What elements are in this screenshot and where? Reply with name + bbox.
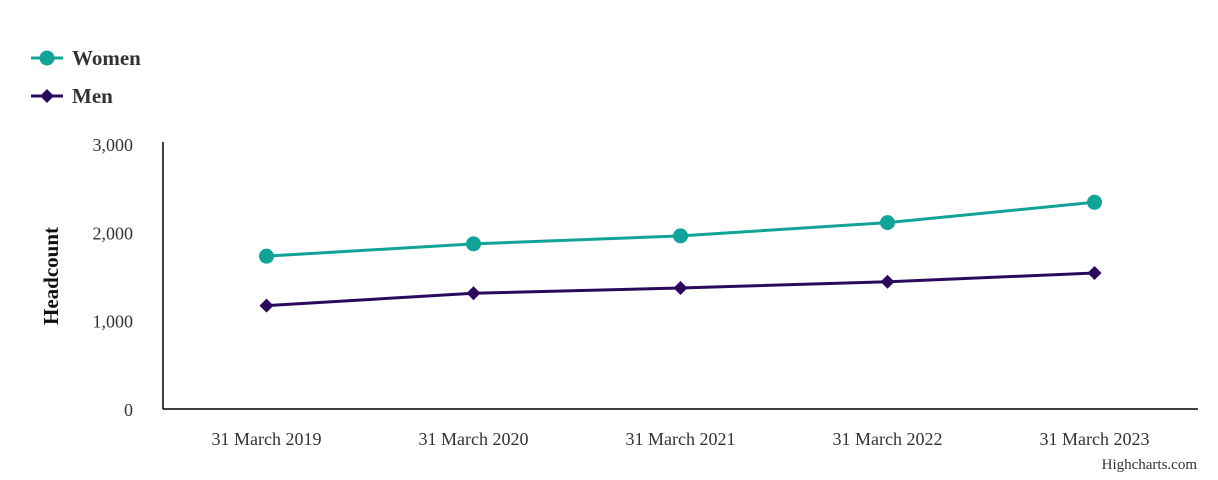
x-tick-label: 31 March 2019: [212, 429, 322, 449]
legend[interactable]: Women Men: [31, 46, 141, 108]
series-women[interactable]: [259, 194, 1102, 264]
y-tick-label: 3,000: [93, 135, 134, 155]
data-point-men[interactable]: [1087, 265, 1102, 280]
data-point-women[interactable]: [1087, 194, 1102, 210]
x-tick-label: 31 March 2023: [1040, 429, 1150, 449]
data-point-women[interactable]: [259, 248, 274, 264]
y-axis-title: Headcount: [39, 227, 63, 325]
plot-series: [259, 194, 1102, 313]
data-point-men[interactable]: [259, 298, 274, 313]
data-point-men[interactable]: [880, 274, 895, 289]
legend-item-women[interactable]: Women: [31, 46, 141, 70]
data-point-women[interactable]: [466, 236, 481, 252]
legend-men-marker: [40, 89, 54, 103]
data-point-women[interactable]: [673, 228, 688, 244]
y-tick-label: 0: [124, 400, 133, 420]
x-tick-label: 31 March 2020: [419, 429, 529, 449]
credits-link[interactable]: Highcharts.com: [1102, 457, 1198, 473]
x-axis-tick-labels: 31 March 2019 31 March 2020 31 March 2021 3…: [212, 429, 1150, 449]
data-point-women[interactable]: [880, 215, 895, 231]
series-men[interactable]: [259, 265, 1102, 313]
y-axis-tick-labels: 0 1,000 2,000 3,000: [93, 135, 134, 420]
legend-item-men[interactable]: Men: [31, 84, 113, 108]
legend-men-label: Men: [72, 84, 113, 108]
y-tick-label: 1,000: [93, 312, 134, 332]
data-point-men[interactable]: [673, 280, 688, 295]
legend-women-marker: [39, 50, 55, 66]
legend-women-label: Women: [72, 46, 141, 70]
x-tick-label: 31 March 2022: [833, 429, 943, 449]
x-tick-label: 31 March 2021: [626, 429, 736, 449]
data-point-men[interactable]: [466, 286, 481, 301]
y-tick-label: 2,000: [93, 223, 134, 243]
